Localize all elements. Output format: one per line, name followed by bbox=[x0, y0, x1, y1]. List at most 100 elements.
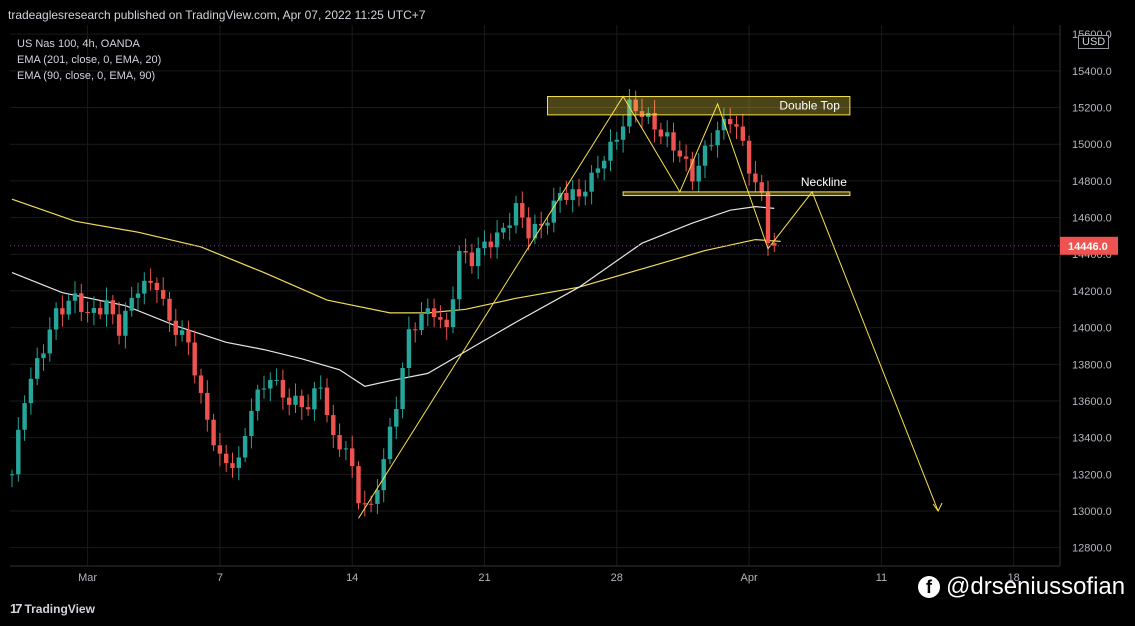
candle-body bbox=[545, 222, 550, 226]
arrow-head bbox=[932, 502, 943, 512]
candle-body bbox=[583, 191, 588, 197]
candle-body bbox=[400, 367, 405, 410]
candle-body bbox=[627, 99, 632, 127]
candle-body bbox=[167, 298, 172, 321]
candle-body bbox=[123, 310, 128, 336]
candle-body bbox=[261, 388, 267, 390]
candle-body bbox=[381, 459, 386, 491]
candle-body bbox=[665, 132, 670, 137]
price-tick-label: 15000.0 bbox=[1072, 139, 1112, 151]
candle-body bbox=[186, 330, 191, 343]
candle-body bbox=[230, 463, 235, 468]
candle-body bbox=[28, 378, 34, 404]
candle-body bbox=[116, 314, 122, 336]
price-tick-label: 15400.0 bbox=[1072, 66, 1112, 78]
candle-body bbox=[595, 168, 601, 173]
currency-badge[interactable]: USD bbox=[1078, 35, 1110, 49]
candle-body bbox=[457, 251, 462, 300]
candle-body bbox=[431, 308, 437, 318]
facebook-icon: f bbox=[918, 576, 940, 598]
candle-body bbox=[709, 145, 714, 147]
candle-body bbox=[576, 189, 582, 197]
price-tick-label: 14600.0 bbox=[1072, 213, 1112, 225]
candle-body bbox=[476, 248, 481, 267]
neckline-label: Neckline bbox=[801, 175, 847, 189]
candle-body bbox=[268, 379, 273, 389]
candle-body bbox=[255, 389, 260, 411]
candle-body bbox=[690, 158, 695, 182]
candle-body bbox=[287, 397, 292, 405]
candle-body bbox=[734, 124, 739, 127]
candle-body bbox=[482, 241, 487, 249]
candle-body bbox=[35, 358, 40, 379]
candle-body bbox=[463, 251, 468, 253]
candle-body bbox=[356, 466, 361, 504]
ema90-legend[interactable]: EMA (90, close, 0, EMA, 90) bbox=[17, 70, 156, 82]
ema201-legend[interactable]: EMA (201, close, 0, EMA, 20) bbox=[17, 54, 162, 66]
ema90-line bbox=[11, 205, 775, 387]
ema201-line bbox=[11, 198, 781, 314]
candle-body bbox=[765, 192, 771, 244]
price-tick-label: 14200.0 bbox=[1072, 286, 1112, 298]
candle-body bbox=[135, 293, 141, 298]
candle-body bbox=[551, 200, 556, 223]
candle-body bbox=[236, 457, 241, 468]
last-price-label: 14446.0 bbox=[1068, 241, 1108, 253]
time-tick-label: Apr bbox=[741, 572, 758, 584]
candle-body bbox=[564, 192, 569, 200]
candle-body bbox=[129, 297, 134, 311]
candle-body bbox=[715, 130, 720, 146]
price-tick-label: 13400.0 bbox=[1072, 433, 1112, 445]
candle-body bbox=[759, 182, 764, 193]
candle-body bbox=[173, 320, 178, 335]
symbol-label[interactable]: US Nas 100, 4h, OANDA bbox=[17, 38, 140, 50]
price-tick-label: 13000.0 bbox=[1072, 506, 1112, 518]
time-tick-label: 11 bbox=[876, 572, 887, 584]
candle-body bbox=[91, 308, 97, 313]
candle-body bbox=[753, 173, 758, 183]
candle-body bbox=[299, 395, 304, 408]
watermark-text: @drseniussofian bbox=[946, 573, 1126, 600]
candle-body bbox=[192, 342, 197, 376]
brand-label: TradingView bbox=[24, 601, 95, 616]
candle-body bbox=[312, 388, 317, 410]
time-tick-label: 28 bbox=[611, 572, 623, 584]
candle-body bbox=[211, 419, 216, 446]
price-axis-bg bbox=[1060, 0, 1135, 596]
candle-body bbox=[72, 293, 78, 301]
tradingview-logo[interactable]: 17 TradingView bbox=[10, 601, 95, 616]
time-tick-label: 14 bbox=[346, 572, 358, 584]
candle-body bbox=[53, 308, 59, 330]
candle-body bbox=[526, 217, 531, 239]
candle-body bbox=[331, 415, 336, 436]
candle-body bbox=[444, 319, 449, 328]
time-tick-label: 7 bbox=[217, 572, 223, 584]
candle-body bbox=[488, 241, 493, 248]
candle-body bbox=[9, 474, 15, 476]
candle-body bbox=[154, 282, 160, 291]
candle-body bbox=[16, 429, 21, 475]
candle-body bbox=[469, 252, 475, 267]
candle-body bbox=[602, 160, 607, 169]
candle-body bbox=[66, 300, 71, 315]
candle-body bbox=[608, 141, 613, 161]
candle-body bbox=[425, 308, 430, 314]
candle-body bbox=[413, 329, 418, 331]
candle-body bbox=[242, 436, 248, 458]
candle-body bbox=[589, 172, 594, 192]
candle-body bbox=[249, 410, 254, 437]
candle-body bbox=[224, 453, 229, 464]
indicator-legend: US Nas 100, 4h, OANDA EMA (201, close, 0… bbox=[17, 36, 161, 84]
pattern-projection-path bbox=[358, 95, 939, 519]
candle-body bbox=[161, 290, 166, 299]
candle-body bbox=[639, 111, 645, 117]
candle-body bbox=[179, 330, 185, 335]
candle-body bbox=[280, 379, 286, 398]
candle-body bbox=[671, 132, 676, 151]
candle-body bbox=[142, 280, 147, 294]
publisher-header: tradeaglesresearch published on TradingV… bbox=[8, 8, 426, 22]
candle-body bbox=[501, 227, 506, 233]
price-tick-label: 14800.0 bbox=[1072, 176, 1112, 188]
